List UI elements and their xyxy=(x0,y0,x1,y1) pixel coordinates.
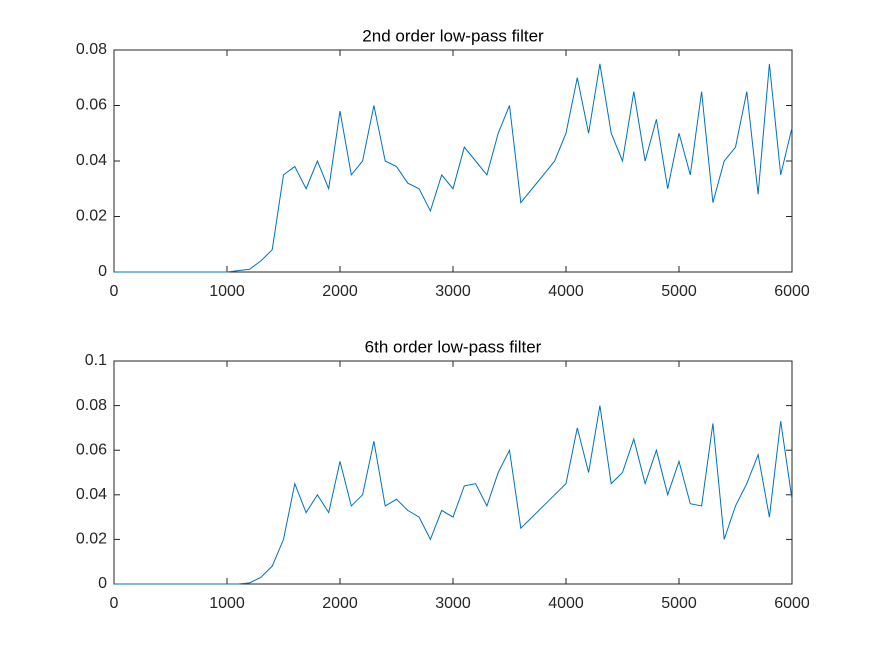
axes-box xyxy=(113,49,793,273)
x-tick-label: 3000 xyxy=(435,595,471,612)
y-tick-label: 0.08 xyxy=(76,397,107,414)
data-line xyxy=(114,405,793,585)
x-tick-label: 4000 xyxy=(548,283,584,300)
x-tick-label: 5000 xyxy=(661,283,697,300)
y-tick-label: 0.1 xyxy=(85,352,107,369)
y-tick-label: 0.06 xyxy=(76,97,107,114)
y-tick-label: 0.08 xyxy=(76,41,107,58)
axes-box xyxy=(113,360,793,585)
y-tick-label: 0 xyxy=(98,263,107,280)
y-tick-label: 0.06 xyxy=(76,441,107,458)
x-tick-label: 1000 xyxy=(209,283,245,300)
x-tick-label: 4000 xyxy=(548,595,584,612)
y-tick-label: 0.04 xyxy=(76,152,107,169)
y-tick-label: 0.02 xyxy=(76,531,107,548)
data-line xyxy=(114,63,793,273)
x-tick-label: 2000 xyxy=(322,595,358,612)
x-tick-label: 0 xyxy=(110,595,119,612)
y-tick-label: 0 xyxy=(98,575,107,592)
x-tick-label: 3000 xyxy=(435,283,471,300)
x-tick-label: 1000 xyxy=(209,595,245,612)
y-tick-label: 0.02 xyxy=(76,208,107,225)
chart-title: 2nd order low-pass filter xyxy=(362,26,544,45)
x-tick-label: 6000 xyxy=(774,595,810,612)
chart-title: 6th order low-pass filter xyxy=(365,337,542,356)
x-tick-label: 0 xyxy=(110,283,119,300)
y-tick-label: 0.04 xyxy=(76,486,107,503)
x-tick-label: 6000 xyxy=(774,283,810,300)
x-tick-label: 5000 xyxy=(661,595,697,612)
x-tick-label: 2000 xyxy=(322,283,358,300)
